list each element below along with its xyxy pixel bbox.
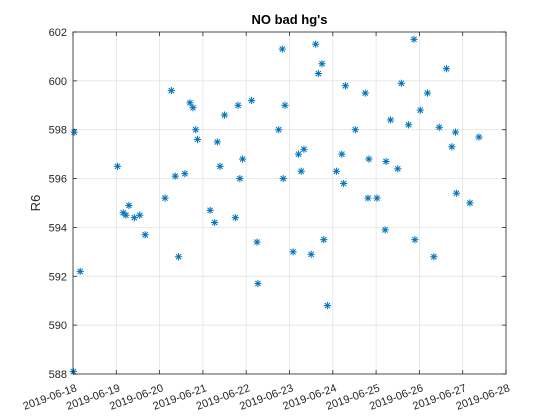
data-point: [122, 211, 130, 219]
data-point: [341, 82, 350, 90]
data-point: [253, 238, 261, 246]
data-point: [382, 157, 390, 166]
data-point: [312, 40, 320, 48]
data-point: [279, 174, 287, 183]
y-tick-label: 596: [49, 174, 67, 186]
y-tick-label: 588: [49, 369, 67, 381]
data-point: [452, 189, 460, 197]
data-point: [381, 226, 389, 234]
data-point: [113, 162, 122, 170]
data-point: [361, 89, 369, 97]
data-point: [254, 280, 262, 288]
data-point: [189, 104, 197, 112]
data-point: [307, 250, 315, 258]
data-point: [416, 106, 424, 114]
data-point: [386, 116, 395, 124]
chart-title: NO bad hg's: [251, 12, 327, 27]
data-point: [300, 145, 308, 153]
data-point: [340, 179, 348, 188]
data-point: [365, 155, 373, 163]
data-point: [141, 231, 149, 239]
data-point: [442, 65, 451, 73]
data-point: [136, 211, 144, 219]
data-point: [397, 79, 405, 87]
y-tick-label: 594: [49, 222, 67, 234]
y-axis-ticks: 588 590 592 594 596 598 600 602: [49, 27, 506, 381]
data-point: [364, 194, 372, 202]
y-axis-label: R6: [28, 195, 43, 212]
data-point: [193, 135, 202, 144]
data-point: [216, 162, 224, 170]
data-point: [161, 194, 169, 202]
data-point: [318, 60, 326, 68]
data-points: [69, 35, 483, 376]
data-point: [320, 236, 328, 244]
y-tick-label: 598: [49, 125, 67, 137]
data-point: [181, 170, 189, 178]
data-point: [448, 143, 456, 151]
y-tick-label: 600: [49, 76, 67, 88]
data-point: [125, 201, 133, 210]
data-point: [281, 101, 289, 109]
data-point: [466, 199, 474, 207]
data-point: [332, 167, 341, 175]
data-point: [314, 69, 322, 78]
data-point: [373, 194, 381, 202]
data-point: [220, 111, 229, 119]
data-point: [231, 214, 239, 222]
data-point: [289, 248, 297, 256]
data-point: [174, 253, 183, 261]
data-point: [278, 45, 286, 53]
data-point: [167, 87, 175, 95]
data-point: [394, 165, 402, 173]
data-point: [423, 89, 432, 97]
data-point: [338, 150, 346, 158]
data-point: [76, 267, 84, 275]
data-point: [435, 123, 443, 131]
data-point: [404, 121, 413, 129]
y-tick-label: 602: [49, 27, 67, 39]
data-point: [451, 128, 460, 136]
data-point: [351, 126, 359, 134]
data-point: [234, 101, 242, 109]
data-point: [192, 126, 200, 134]
data-point: [211, 218, 219, 227]
data-point: [294, 150, 303, 158]
data-point: [410, 35, 418, 43]
data-point: [236, 174, 244, 183]
data-point: [430, 253, 438, 261]
data-point: [411, 236, 419, 244]
data-point: [297, 167, 305, 175]
y-tick-label: 592: [49, 271, 67, 283]
data-point: [475, 133, 483, 141]
data-point: [275, 126, 283, 134]
data-point: [171, 172, 179, 180]
data-point: [213, 138, 221, 146]
data-point: [323, 302, 331, 310]
data-point: [248, 96, 256, 104]
data-point: [130, 214, 138, 222]
data-point: [206, 206, 214, 214]
data-point: [186, 99, 194, 107]
data-point: [238, 155, 247, 163]
y-tick-label: 590: [49, 320, 67, 332]
